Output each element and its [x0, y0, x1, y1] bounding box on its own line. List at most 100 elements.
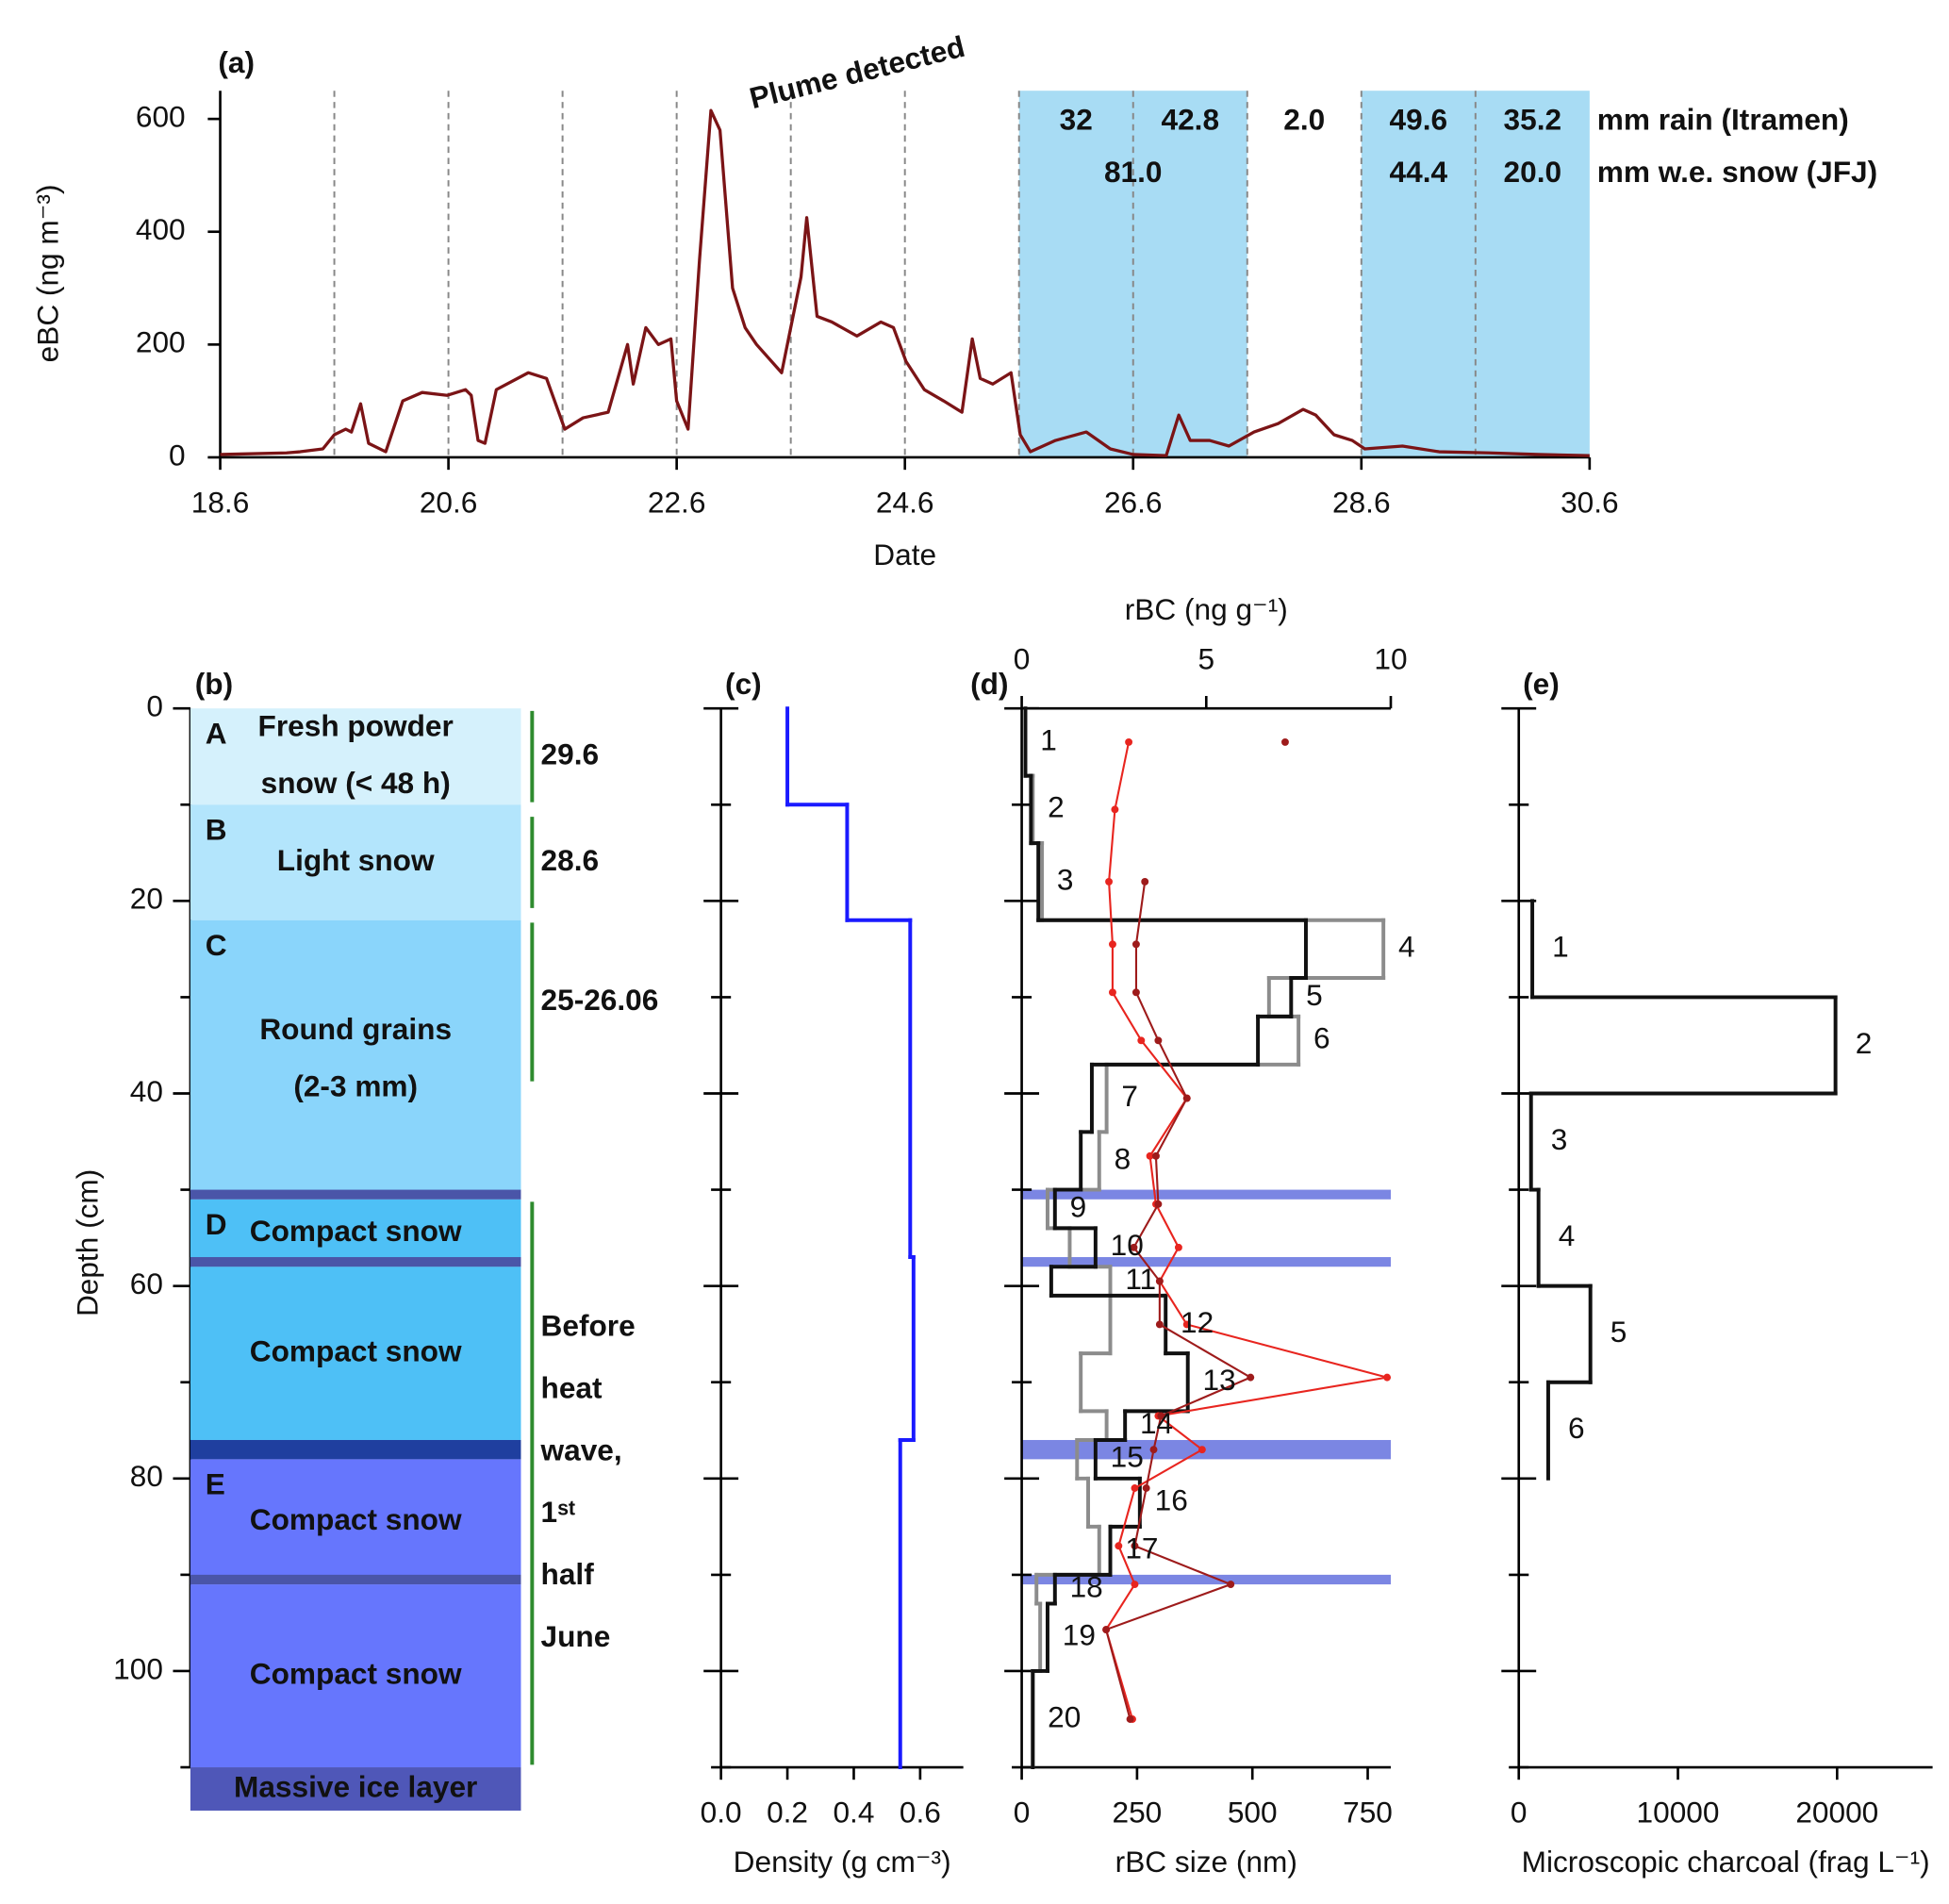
size-point — [1141, 877, 1149, 886]
rain-amount: 42.8 — [1161, 103, 1219, 137]
size-point — [1174, 1243, 1182, 1251]
x-tick-label: 250 — [1113, 1795, 1163, 1829]
layer-label: Round grains — [259, 1012, 452, 1046]
size-point — [1157, 1412, 1165, 1420]
snow-layer — [190, 919, 521, 1200]
layer-letter: C — [206, 928, 227, 962]
layer-boundary — [190, 1189, 521, 1200]
size-point — [1131, 1581, 1139, 1589]
x-tick-label: 0.6 — [900, 1795, 941, 1829]
y-tick-label: 400 — [136, 212, 186, 246]
sample-label: 14 — [1140, 1406, 1173, 1440]
size-point — [1182, 1094, 1191, 1102]
y-tick-label: 20 — [130, 882, 163, 916]
sample-label: 5 — [1306, 978, 1323, 1012]
sample-label: 13 — [1203, 1363, 1236, 1397]
layer-label: (2-3 mm) — [293, 1068, 418, 1102]
layer-band — [1021, 1574, 1391, 1585]
panel-label: (d) — [970, 667, 1008, 701]
layer-label: Compact snow — [250, 1333, 462, 1367]
x-tick-label: 26.6 — [1104, 485, 1163, 519]
x-tick-label: 20.6 — [420, 485, 478, 519]
layer-label: Compact snow — [250, 1502, 462, 1536]
x-axis-label: Density (g cm⁻³) — [734, 1845, 951, 1879]
size-point — [1155, 1320, 1164, 1329]
size-point — [1109, 940, 1116, 949]
layer-band — [1021, 1257, 1391, 1267]
size-point — [1130, 1243, 1138, 1251]
period-label: wave, — [540, 1432, 622, 1466]
period-label: 1ˢᵗ — [541, 1495, 575, 1529]
y-axis-label: eBC (ng m⁻³) — [30, 185, 64, 363]
snow-layer — [190, 1459, 521, 1585]
snow-legend: mm w.e. snow (JFJ) — [1597, 155, 1877, 189]
period-label: June — [541, 1619, 611, 1653]
x2-tick-label: 10 — [1374, 641, 1407, 675]
sample-label: 10 — [1111, 1228, 1144, 1262]
sample-label: 2 — [1048, 790, 1065, 824]
x-tick-label: 0.0 — [701, 1795, 742, 1829]
size-point — [1131, 1484, 1139, 1492]
size-point — [1154, 1036, 1163, 1045]
rain-amount: 35.2 — [1504, 103, 1562, 137]
x-tick-label: 24.6 — [876, 485, 934, 519]
sample-label: 20 — [1048, 1699, 1081, 1733]
snow-layer — [190, 1199, 521, 1267]
sample-label: 1 — [1040, 722, 1057, 756]
size-point — [1155, 1277, 1164, 1285]
x2-tick-label: 5 — [1197, 641, 1214, 675]
x-axis-label: rBC size (nm) — [1115, 1845, 1297, 1879]
size-point — [1125, 737, 1133, 746]
size-point — [1149, 1446, 1158, 1454]
sample-label: 16 — [1155, 1483, 1188, 1517]
layer-letter: A — [206, 717, 227, 751]
layer-label: Compact snow — [250, 1656, 462, 1690]
size-point — [1137, 1036, 1146, 1045]
x-tick-label: 22.6 — [648, 485, 706, 519]
x2-axis-label: rBC (ng g⁻¹) — [1125, 592, 1288, 626]
x-tick-label: 28.6 — [1332, 485, 1391, 519]
layer-label: Compact snow — [250, 1214, 462, 1248]
size-line — [1104, 881, 1253, 1720]
sample-label: 3 — [1057, 862, 1074, 896]
snow-layer — [190, 1767, 521, 1811]
y-tick-label: 40 — [130, 1074, 163, 1108]
panel-label: (e) — [1523, 667, 1560, 701]
size-point — [1131, 940, 1140, 949]
rain-amount: 49.6 — [1390, 103, 1448, 137]
layer-boundary — [190, 1439, 521, 1460]
sample-label: 11 — [1125, 1262, 1156, 1296]
sample-label: 19 — [1063, 1618, 1096, 1652]
rain-amount: 2.0 — [1283, 103, 1325, 137]
size-point — [1383, 1373, 1392, 1382]
layer-letter: B — [206, 813, 227, 847]
x-tick-label: 0 — [1511, 1795, 1528, 1829]
size-point — [1131, 988, 1140, 997]
sample-label: 7 — [1121, 1079, 1138, 1113]
x-tick-label: 0 — [1014, 1795, 1031, 1829]
size-point — [1152, 1151, 1160, 1160]
sample-label: 18 — [1070, 1570, 1103, 1604]
y-tick-label: 80 — [130, 1459, 163, 1493]
layer-band — [1021, 1439, 1391, 1460]
period-label: heat — [541, 1370, 603, 1404]
x-tick-label: 18.6 — [191, 485, 250, 519]
sample-label: 1 — [1552, 930, 1569, 964]
panel-label: (b) — [195, 667, 233, 701]
y-tick-label: 60 — [130, 1267, 163, 1300]
layer-label: snow (< 48 h) — [261, 766, 451, 800]
size-point — [1102, 1626, 1111, 1634]
size-point — [1182, 1320, 1191, 1329]
size-point — [1109, 988, 1116, 997]
period-label: 25-26.06 — [541, 983, 659, 1017]
size-point — [1197, 1446, 1206, 1454]
size-point — [1126, 1715, 1134, 1723]
layer-letter: D — [206, 1207, 227, 1241]
x-tick-label: 750 — [1343, 1795, 1393, 1829]
ebc-line — [220, 108, 1590, 457]
layer-boundary — [190, 1574, 521, 1585]
layer-band — [1021, 1189, 1391, 1200]
panel-label: (c) — [725, 667, 762, 701]
x-axis-label: Date — [873, 538, 936, 571]
sample-label: 8 — [1115, 1141, 1131, 1175]
